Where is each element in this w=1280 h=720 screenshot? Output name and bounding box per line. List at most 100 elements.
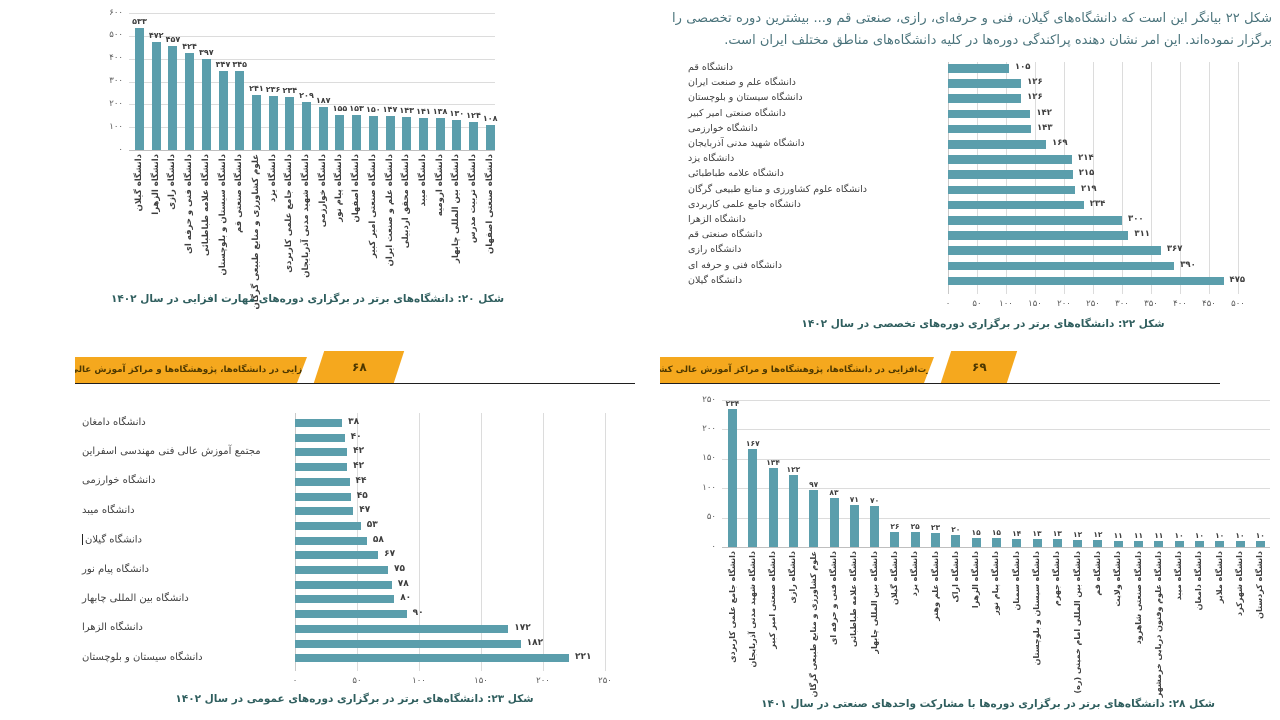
category-label: دانشگاه خوارزمی	[317, 154, 328, 228]
bar-value-label: ۴۷۵	[1229, 274, 1246, 285]
bar-value-label: ۳۱۱	[1134, 229, 1150, 240]
footer-band-left-page-ribbon: ۶۸	[313, 351, 405, 383]
category-label: دانشگاه یزد	[688, 153, 735, 165]
category-label: دانشگاه شهرکرد	[1235, 551, 1244, 617]
y-axis-tick-label: ۶۰۰	[109, 7, 123, 18]
page-number-68: ۶۸	[351, 360, 367, 374]
bar	[948, 124, 1031, 134]
category-label: دانشگاه بین المللی چابهار	[869, 551, 879, 654]
gridline	[722, 429, 1270, 431]
bar	[948, 200, 1084, 210]
y-axis-tick-label: ۵۰۰	[109, 30, 123, 41]
bar-value-label: ۲۴۱	[249, 83, 264, 93]
x-axis-tick-label: ۱۵۰	[474, 676, 488, 686]
category-label: دانشگاه صنعتی قم	[688, 229, 763, 241]
category-label: دانشگاه گیلان	[82, 534, 288, 546]
bar	[235, 71, 245, 150]
bar-value-label: ۴۵	[356, 490, 368, 501]
bar	[151, 42, 161, 150]
category-label: دانشگاه علامه طباطبائی	[849, 551, 859, 647]
category-label: دانشگاه علوم وفنون دریایی خرمشهر	[1153, 551, 1163, 698]
body-paragraph: شکل ۲۲ بیانگر این است که دانشگاه‌های گیل…	[672, 11, 1272, 48]
bar-value-label: ۴۵۷	[165, 34, 181, 44]
chart-fig28-plot: ۰ ۵۰ ۱۰۰ ۱۵۰ ۲۰۰ ۲۵۰ ۲۳۴ دانشگاه جامع علمی کارب…	[698, 392, 1278, 717]
bar-value-label: ۱۲۶	[1027, 77, 1043, 88]
x-axis-tick-label: ۱۰۰	[999, 299, 1013, 309]
category-label: دانشگاه جهرم	[1052, 551, 1062, 607]
bar	[295, 448, 348, 457]
y-axis-tick-label: ۲۰۰	[702, 423, 716, 434]
bar	[948, 185, 1076, 195]
gridline	[129, 13, 495, 14]
bar-value-label: ۲۳۴	[725, 399, 740, 409]
y-axis-tick-label: ۲۰۰	[109, 98, 123, 109]
bar-value-label: ۱۰	[1235, 531, 1245, 541]
bar	[295, 477, 350, 486]
category-label: دانشگاه پیام نور	[991, 551, 1001, 615]
category-label: دانشگاه الزهرا	[150, 154, 161, 215]
y-axis-tick-label: ۱۰۰	[109, 121, 123, 132]
bar-value-label: ۲۰۹	[299, 91, 314, 101]
category-label: دانشگاه صنعتی قم	[234, 154, 245, 233]
bar	[948, 246, 1161, 255]
y-axis-tick-label: ۲۵۰	[702, 394, 716, 405]
bar	[302, 102, 311, 150]
bar	[1255, 541, 1265, 547]
category-label: دانشگاه سیستان و بلوچستان	[82, 651, 203, 663]
gridline	[722, 400, 1270, 401]
bar	[890, 531, 900, 547]
bar	[1134, 540, 1143, 547]
bar	[1174, 541, 1184, 547]
bar	[295, 595, 395, 604]
bar-value-label: ۲۵	[910, 522, 920, 532]
bar-value-label: ۳۹۷	[198, 48, 214, 58]
bar-value-label: ۲۲۱	[575, 652, 592, 663]
bar-value-label: ۱۰	[1174, 531, 1184, 541]
category-label: دانشگاه خوارزمی	[688, 122, 758, 134]
bar-value-label: ۱۵	[971, 528, 981, 538]
category-label: دانشگاه گیلان	[134, 154, 144, 212]
category-label: دانشگاه سیستان و بلوچستان	[688, 92, 803, 104]
bar-value-label: ۱۳	[1032, 529, 1042, 539]
bar-value-label: ۱۳۸	[432, 107, 448, 117]
category-label: دانشگاه سیستان و بلوچستان	[1032, 551, 1041, 666]
bar-value-label: ۹۷	[809, 479, 819, 489]
bar	[948, 216, 1122, 225]
bar	[948, 231, 1129, 240]
gridline	[129, 127, 495, 129]
gridline	[129, 35, 495, 37]
x-axis-tick-label: ۵۰۰	[1231, 299, 1245, 309]
bar	[295, 419, 343, 427]
category-label: دانشگاه علوم کشاورزی و منابع طبیعی گرگان	[688, 183, 868, 195]
bar-value-label: ۲۳	[930, 523, 941, 533]
category-label: دانشگاه یزد	[267, 154, 278, 203]
category-label: دانشگاه میبد	[417, 154, 428, 207]
bar	[728, 409, 737, 547]
bar-value-label: ۱۳۰	[449, 109, 465, 119]
category-label: دانشگاه شهید مدنی آذربایجان	[747, 551, 757, 668]
chart-fig23-plot: ۰ ۵۰ ۱۰۰ ۱۵۰ ۲۰۰ ۲۵۰ دانشگاه دامغان ۳۸ ۴۰ مجتمع آ…	[82, 413, 627, 713]
bar-value-label: ۱۰۵	[1014, 62, 1031, 72]
bar-value-label: ۱۷۲	[514, 622, 531, 633]
gridline	[129, 104, 495, 106]
category-label: دانشگاه رازی	[788, 551, 798, 604]
category-label: دانشگاه بین المللی چابهار	[82, 592, 189, 604]
category-label: دانشگاه میبد	[1174, 551, 1184, 601]
bar	[135, 28, 144, 150]
bar	[352, 115, 362, 150]
bar-value-label: ۱۴۱	[416, 106, 431, 116]
bar-value-label: ۳۴۵	[232, 60, 248, 70]
bar-value-label: ۳۸	[348, 417, 360, 427]
bar	[295, 536, 367, 545]
bar-value-label: ۲۱۵	[1078, 168, 1095, 179]
x-axis-tick-label: ۲۰۰	[536, 676, 550, 686]
y-axis-tick-label: ۱۰۰	[702, 482, 716, 493]
bar	[368, 115, 378, 150]
bar-value-label: ۳۴۷	[215, 59, 231, 69]
bar-value-label: ۹۰	[412, 608, 424, 619]
category-label: دانشگاه تربیت مدرس	[468, 154, 478, 244]
category-label: دانشگاه یزد	[910, 551, 920, 597]
chart-panel-fig22: ۰ ۵۰ ۱۰۰ ۱۵۰ ۲۰۰ ۲۵۰ ۳۰۰ ۳۵۰ ۴۰۰ ۴۵۰ ۵۰۰ دانشگاه قم…	[688, 62, 1278, 342]
chart-panel-fig23: ۰ ۵۰ ۱۰۰ ۱۵۰ ۲۰۰ ۲۵۰ دانشگاه دامغان ۳۸ ۴۰ مجتمع آ…	[82, 413, 627, 713]
x-axis-tick-label: ۴۰۰	[1173, 299, 1187, 309]
